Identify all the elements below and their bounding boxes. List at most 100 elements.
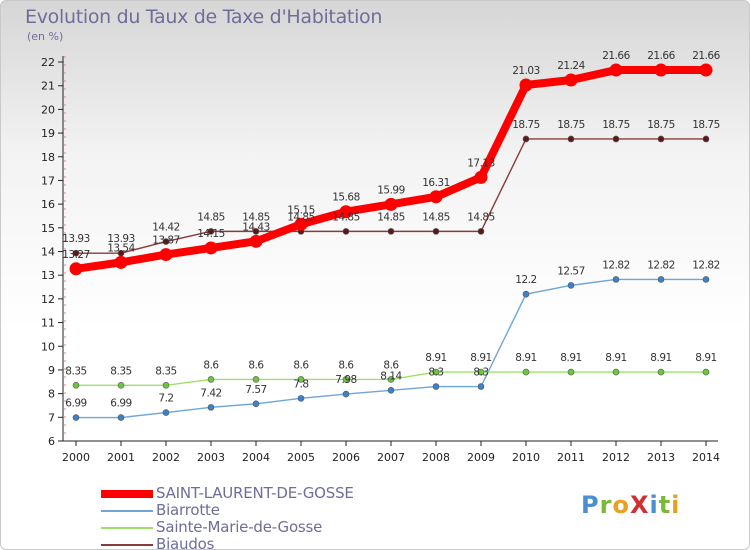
data-point bbox=[612, 135, 620, 143]
data-point bbox=[702, 135, 710, 143]
data-label: 12.82 bbox=[602, 259, 630, 271]
logo-letter: t bbox=[658, 491, 672, 519]
data-label: 8.6 bbox=[248, 359, 264, 371]
data-label: 8.6 bbox=[293, 359, 309, 371]
data-point bbox=[567, 135, 575, 143]
x-tick-label: 2014 bbox=[692, 451, 720, 464]
data-label: 21.24 bbox=[557, 60, 585, 72]
data-point bbox=[162, 238, 170, 245]
data-label: 6.99 bbox=[65, 398, 86, 410]
data-label: 14.15 bbox=[197, 228, 225, 240]
data-label: 8.91 bbox=[425, 352, 446, 364]
data-label: 8.91 bbox=[605, 352, 626, 364]
data-point bbox=[564, 73, 578, 87]
data-point bbox=[522, 368, 530, 376]
data-point bbox=[117, 382, 125, 389]
data-label: 8.14 bbox=[380, 370, 402, 382]
data-point bbox=[657, 276, 665, 283]
data-point bbox=[72, 249, 80, 257]
data-point bbox=[162, 382, 170, 389]
data-label: 14.85 bbox=[287, 211, 315, 223]
data-label: 13.54 bbox=[107, 242, 135, 254]
y-tick-label: 13 bbox=[41, 269, 55, 282]
y-tick-label: 6 bbox=[48, 435, 55, 448]
data-label: 14.85 bbox=[242, 211, 270, 223]
x-tick-label: 2000 bbox=[62, 451, 90, 464]
data-point bbox=[162, 409, 170, 416]
x-tick-label: 2012 bbox=[602, 451, 630, 464]
data-point bbox=[72, 382, 80, 389]
data-label: 21.66 bbox=[647, 50, 675, 62]
data-label: 8.35 bbox=[155, 365, 176, 377]
data-point bbox=[477, 228, 485, 235]
data-point bbox=[207, 404, 215, 411]
proxiti-logo: ProXiti bbox=[581, 491, 680, 519]
y-tick-label: 18 bbox=[41, 151, 55, 164]
data-label: 12.2 bbox=[515, 274, 536, 286]
legend-label: Biaudos bbox=[156, 535, 215, 550]
y-tick-label: 14 bbox=[41, 246, 55, 259]
x-tick-label: 2013 bbox=[647, 451, 675, 464]
legend-label: SAINT-LAURENT-DE-GOSSE bbox=[156, 484, 354, 502]
data-label: 12.57 bbox=[557, 265, 585, 277]
data-label: 12.82 bbox=[692, 259, 720, 271]
data-label: 15.68 bbox=[332, 192, 360, 204]
data-point bbox=[432, 383, 440, 390]
data-point bbox=[252, 400, 260, 408]
data-label: 13.27 bbox=[62, 249, 90, 261]
data-point bbox=[384, 197, 398, 211]
data-label: 18.75 bbox=[512, 119, 540, 131]
data-label: 17.13 bbox=[467, 157, 495, 169]
data-label: 18.75 bbox=[602, 119, 630, 131]
legend-swatch bbox=[101, 510, 153, 512]
data-label: 7.2 bbox=[158, 393, 173, 405]
data-point bbox=[114, 255, 128, 269]
data-label: 14.85 bbox=[422, 211, 450, 223]
data-point bbox=[207, 376, 215, 383]
y-tick-label: 17 bbox=[41, 174, 55, 187]
data-label: 8.91 bbox=[560, 352, 581, 364]
x-tick-label: 2002 bbox=[152, 451, 180, 464]
data-point bbox=[702, 368, 710, 376]
data-point bbox=[612, 368, 620, 376]
data-label: 16.31 bbox=[422, 177, 450, 189]
data-label: 8.3 bbox=[473, 367, 488, 379]
data-label: 7.98 bbox=[335, 374, 356, 386]
legend-label: Biarrotte bbox=[156, 501, 220, 519]
data-point bbox=[249, 234, 263, 248]
data-point bbox=[387, 376, 395, 383]
data-point bbox=[252, 376, 260, 383]
data-point bbox=[567, 282, 575, 289]
data-label: 13.93 bbox=[107, 233, 135, 245]
data-point bbox=[657, 135, 665, 143]
y-tick-label: 16 bbox=[41, 198, 55, 211]
data-label: 21.03 bbox=[512, 65, 540, 77]
data-label: 7.8 bbox=[293, 378, 308, 390]
x-tick-label: 2009 bbox=[467, 451, 495, 464]
logo-letter: o bbox=[612, 491, 630, 519]
x-tick-label: 2001 bbox=[107, 451, 135, 464]
data-point bbox=[702, 276, 710, 283]
data-point bbox=[654, 63, 668, 77]
legend-swatch bbox=[101, 544, 153, 546]
x-tick-label: 2008 bbox=[422, 451, 450, 464]
data-point bbox=[204, 241, 218, 255]
data-point bbox=[342, 376, 350, 383]
data-point bbox=[69, 262, 83, 276]
data-label: 8.6 bbox=[203, 359, 219, 371]
data-point bbox=[522, 135, 530, 143]
data-point bbox=[657, 368, 665, 376]
x-tick-label: 2003 bbox=[197, 451, 225, 464]
data-label: 8.91 bbox=[515, 352, 536, 364]
data-label: 8.3 bbox=[428, 367, 443, 379]
data-point bbox=[339, 205, 353, 219]
y-tick-label: 10 bbox=[41, 340, 55, 353]
data-label: 18.75 bbox=[557, 119, 585, 131]
data-label: 13.93 bbox=[62, 233, 90, 245]
x-tick-label: 2004 bbox=[242, 451, 270, 464]
data-point bbox=[387, 387, 395, 394]
data-label: 21.66 bbox=[602, 50, 630, 62]
x-tick-label: 2006 bbox=[332, 451, 360, 464]
y-tick-label: 19 bbox=[41, 127, 55, 140]
